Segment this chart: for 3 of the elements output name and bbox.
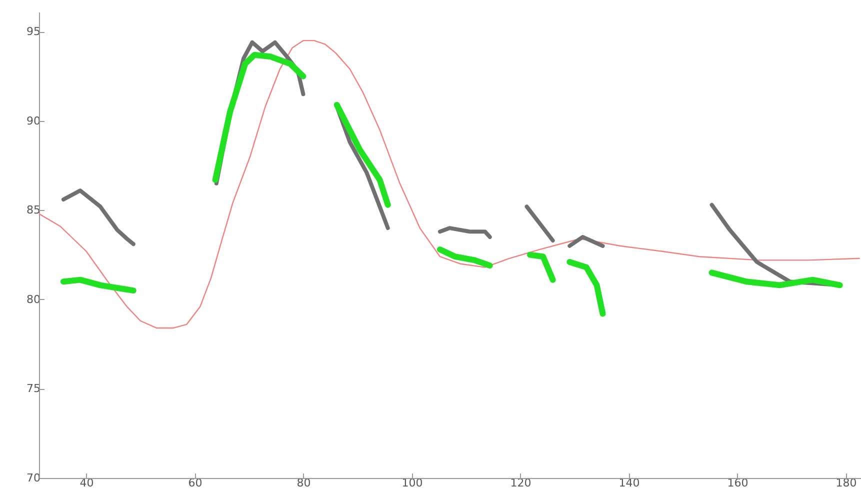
y-tick-label: 75 — [26, 382, 40, 396]
y-tick-label: 95 — [26, 25, 40, 38]
y-tick-label: 85 — [26, 204, 40, 217]
